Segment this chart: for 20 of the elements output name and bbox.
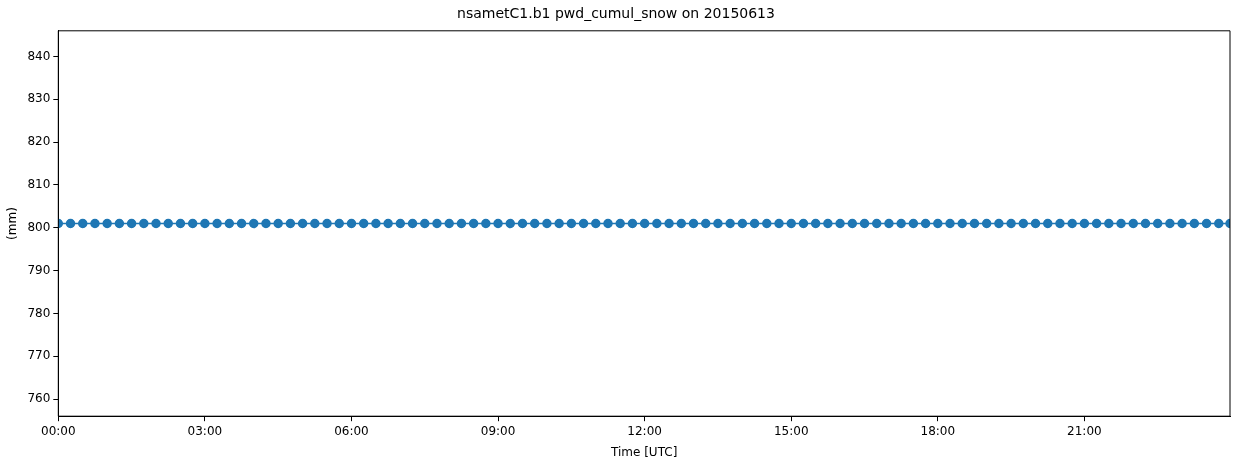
y-tick-label: 810 (27, 177, 51, 192)
y-tick-label: 840 (27, 48, 51, 63)
x-tick-label: 18:00 (920, 423, 956, 438)
y-axis-title: (mm) (5, 207, 20, 240)
y-tick-label: 790 (27, 262, 51, 277)
y-tick-label: 780 (27, 305, 51, 320)
y-tick-label: 760 (27, 391, 51, 406)
x-tick-label: 06:00 (334, 423, 369, 438)
y-tick-label: 820 (27, 134, 51, 149)
x-tick-label: 21:00 (1067, 423, 1102, 438)
x-tick-label: 09:00 (480, 423, 516, 438)
y-tick-label: 770 (27, 348, 51, 363)
chart-title: nsametC1.b1 pwd_cumul_snow on 20150613 (457, 5, 775, 22)
x-tick-label: 15:00 (773, 423, 809, 438)
y-tick-label: 800 (27, 219, 51, 234)
x-tick-label: 12:00 (627, 423, 662, 438)
x-axis-title: Time [UTC] (609, 444, 678, 459)
x-tick-label: 00:00 (41, 423, 76, 438)
x-tick-label: 03:00 (187, 423, 223, 438)
y-tick-label: 830 (27, 91, 51, 106)
